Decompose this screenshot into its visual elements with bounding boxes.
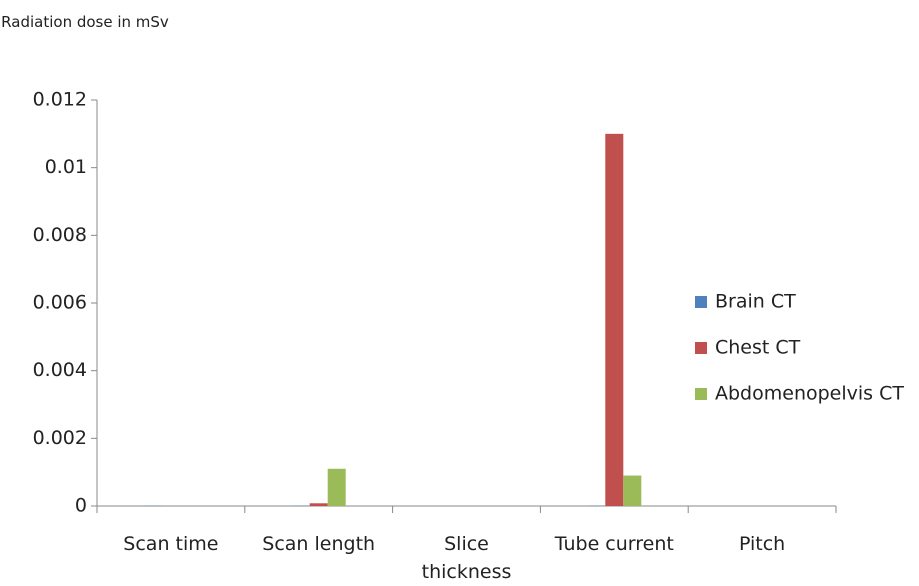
bar bbox=[310, 503, 328, 506]
y-tick-label: 0.004 bbox=[33, 359, 87, 381]
legend-swatch bbox=[695, 342, 707, 354]
x-tick-label: Scan length bbox=[254, 530, 384, 558]
y-tick-label: 0.008 bbox=[33, 224, 87, 246]
bar bbox=[623, 476, 641, 506]
legend-swatch bbox=[695, 388, 707, 400]
y-tick-label: 0.01 bbox=[45, 156, 87, 178]
legend-label: Abdomenopelvis CT bbox=[715, 383, 904, 405]
bar bbox=[605, 134, 623, 506]
legend-label: Chest CT bbox=[715, 337, 801, 359]
y-tick-label: 0.012 bbox=[33, 89, 87, 111]
bar bbox=[328, 469, 346, 506]
x-tick-label: Tube current bbox=[549, 530, 679, 558]
y-tick-label: 0 bbox=[75, 495, 87, 517]
y-tick-label: 0.006 bbox=[33, 292, 87, 314]
legend-swatch bbox=[695, 296, 707, 308]
x-tick-label: Slice thickness bbox=[402, 530, 532, 586]
x-tick-label: Scan time bbox=[106, 530, 236, 558]
y-tick-label: 0.002 bbox=[33, 427, 87, 449]
x-tick-label: Pitch bbox=[697, 530, 827, 558]
legend-label: Brain CT bbox=[715, 291, 796, 313]
